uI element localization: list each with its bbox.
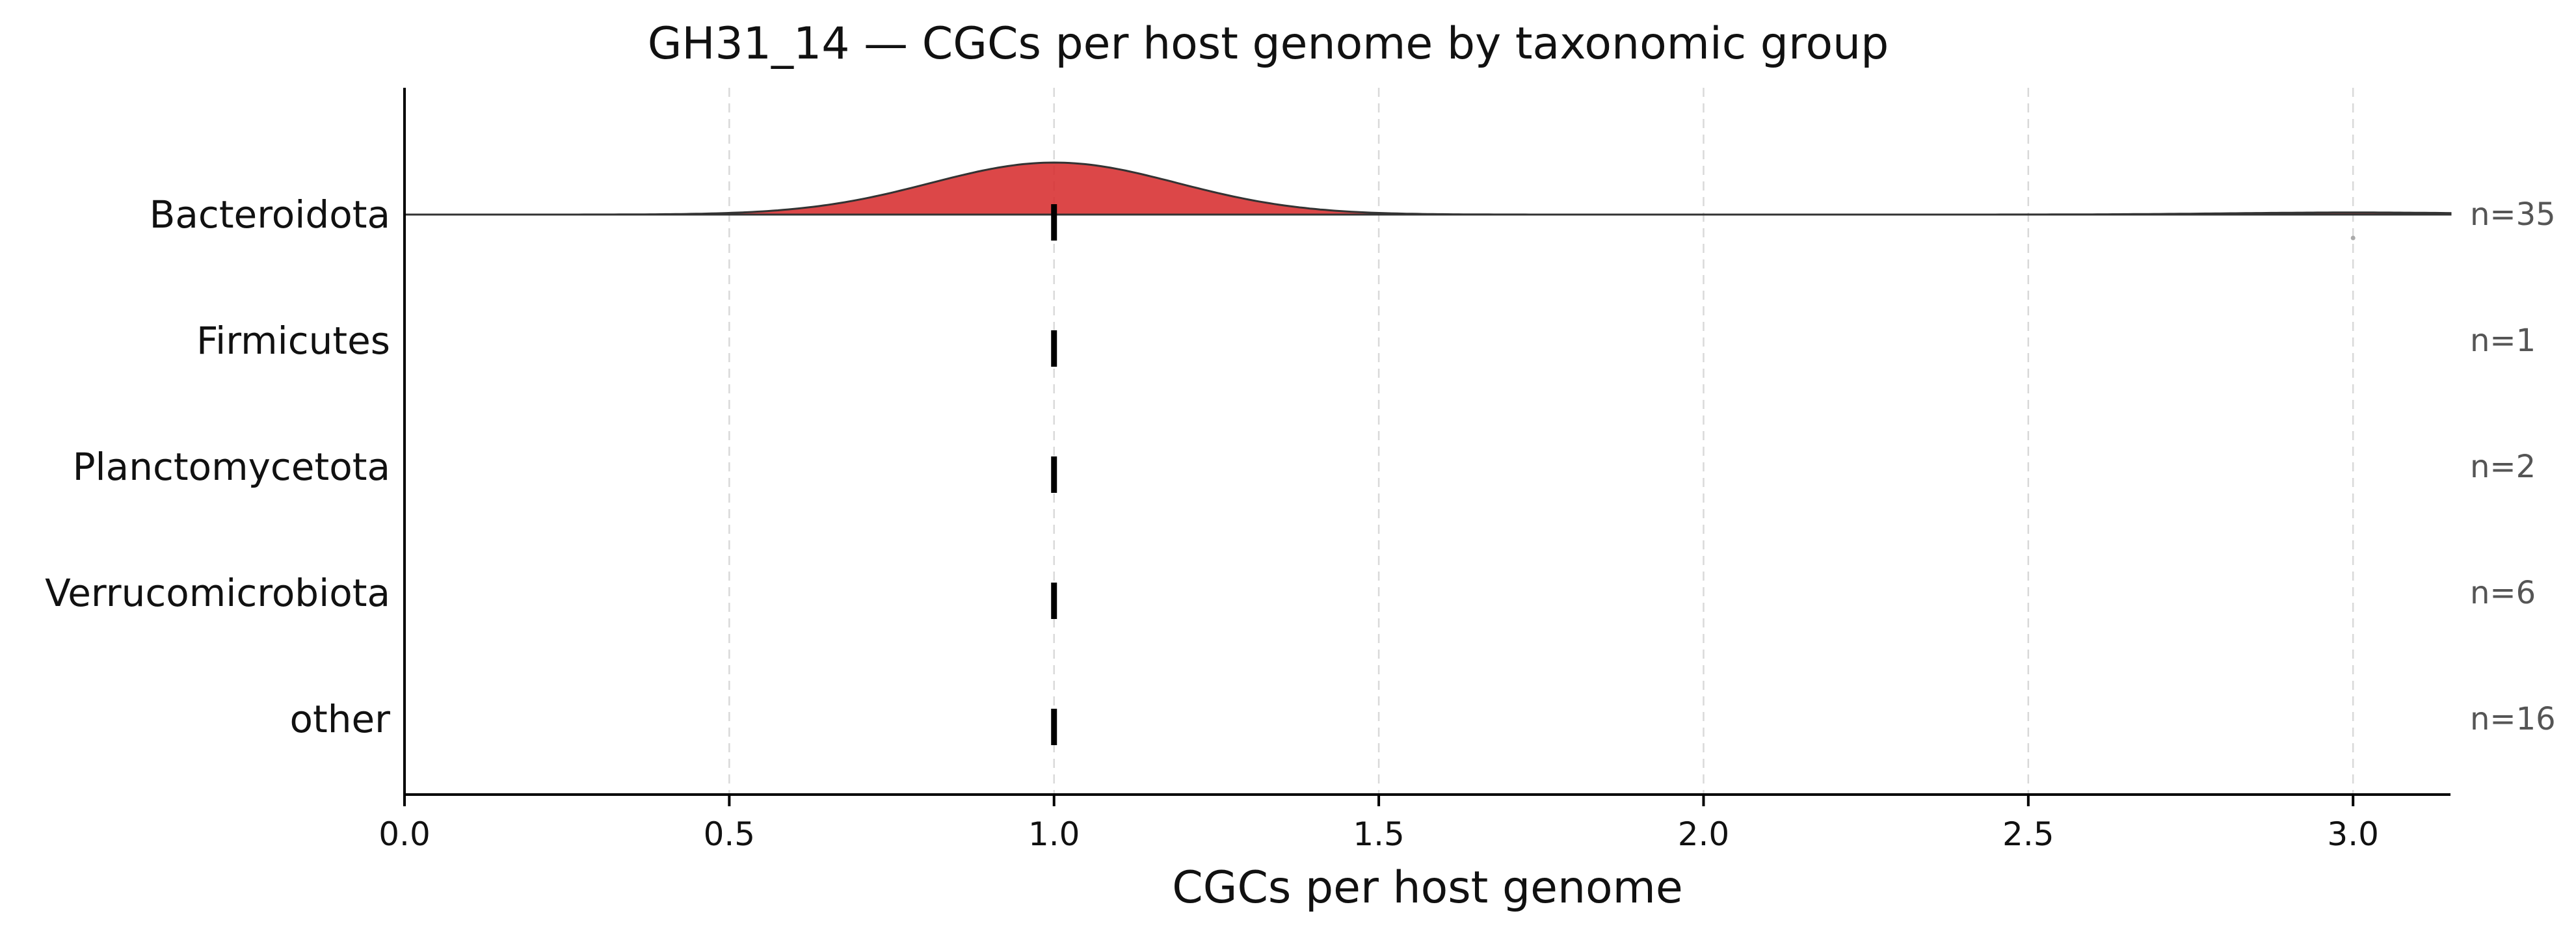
count-label: n=16 <box>2470 701 2556 737</box>
count-labels: n=35 n=1 n=2 n=6 n=16 <box>2470 196 2556 737</box>
category-label: Planctomycetota <box>73 445 390 489</box>
x-tick-label: 2.5 <box>2002 815 2054 853</box>
count-label: n=1 <box>2470 323 2536 359</box>
x-tick-label: 3.0 <box>2327 815 2379 853</box>
chart-title: GH31_14 — CGCs per host genome by taxono… <box>648 18 1889 70</box>
x-tick-label: 1.0 <box>1028 815 1080 853</box>
density-layer <box>405 161 2452 241</box>
density-bacteroidota <box>405 161 2452 216</box>
category-labels: Bacteroidota Firmicutes Planctomycetota Ver… <box>45 192 390 741</box>
outlier-point <box>2350 235 2356 241</box>
count-label: n=2 <box>2470 449 2536 485</box>
count-label: n=35 <box>2470 196 2556 233</box>
count-label: n=6 <box>2470 575 2536 611</box>
x-axis-label: CGCs per host genome <box>1172 862 1682 914</box>
x-tick-label: 0.0 <box>378 815 431 853</box>
x-tick-label: 2.0 <box>1678 815 1730 853</box>
category-label: Verrucomicrobiota <box>45 571 390 615</box>
x-tick-label: 1.5 <box>1353 815 1405 853</box>
category-label: other <box>289 697 390 741</box>
x-tick-label: 0.5 <box>704 815 756 853</box>
x-ticks: 0.0 0.5 1.0 1.5 2.0 2.5 3.0 <box>378 795 2379 853</box>
category-label: Bacteroidota <box>150 192 390 237</box>
category-label: Firmicutes <box>196 319 390 363</box>
